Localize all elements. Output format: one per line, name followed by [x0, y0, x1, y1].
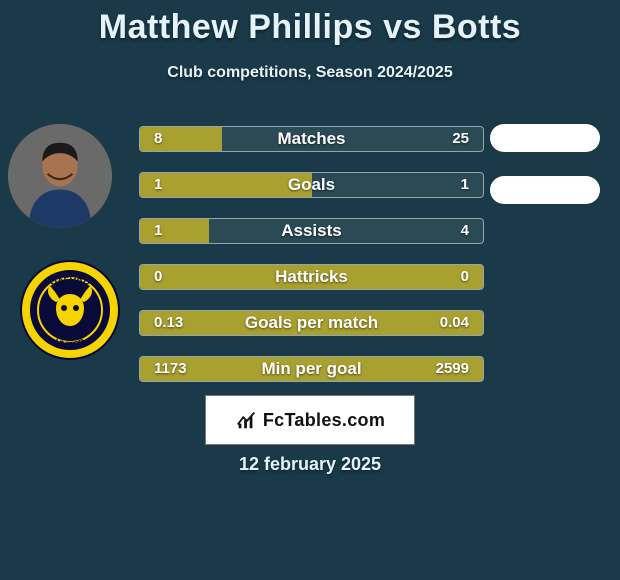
branding-text: FcTables.com: [263, 410, 385, 431]
stat-row: Goals1 1: [139, 172, 484, 198]
page-title: Matthew Phillips vs Botts: [0, 8, 620, 47]
stat-value-right: 0.04: [440, 311, 469, 335]
stat-label: Hattricks: [140, 265, 483, 289]
stat-row: Hattricks0 0: [139, 264, 484, 290]
stat-value-right: 25: [452, 127, 469, 151]
club-badge-icon: OXFORD UNITED: [20, 260, 120, 360]
stat-value-right: 4: [461, 219, 469, 243]
subtitle: Club competitions, Season 2024/2025: [0, 64, 620, 82]
stat-label: Matches: [140, 127, 483, 151]
stat-row: Assists1 4: [139, 218, 484, 244]
branding-box[interactable]: FcTables.com: [205, 395, 415, 445]
right-pill-1: [490, 124, 600, 152]
stat-value-left: 8: [154, 127, 162, 151]
player-silhouette-icon: [8, 124, 112, 228]
stat-value-right: 1: [461, 173, 469, 197]
stat-label: Goals: [140, 173, 483, 197]
stat-value-left: 0.13: [154, 311, 183, 335]
stat-value-right: 2599: [436, 357, 469, 381]
stat-label: Assists: [140, 219, 483, 243]
stat-value-left: 0: [154, 265, 162, 289]
stat-value-left: 1: [154, 219, 162, 243]
stat-row: Min per goal1173 2599: [139, 356, 484, 382]
club-badge: OXFORD UNITED: [20, 260, 120, 360]
stat-value-left: 1: [154, 173, 162, 197]
chart-bar-icon: [235, 409, 257, 431]
player-avatar: [8, 124, 112, 228]
comparison-canvas: Matthew Phillips vs Botts Club competiti…: [0, 0, 620, 580]
stat-value-left: 1173: [154, 357, 187, 381]
stat-label: Min per goal: [140, 357, 483, 381]
stat-row: Goals per match0.13 0.04: [139, 310, 484, 336]
stat-label: Goals per match: [140, 311, 483, 335]
stat-value-right: 0: [461, 265, 469, 289]
date-text: 12 february 2025: [0, 454, 620, 475]
stat-row: Matches8 25: [139, 126, 484, 152]
right-pill-2: [490, 176, 600, 204]
